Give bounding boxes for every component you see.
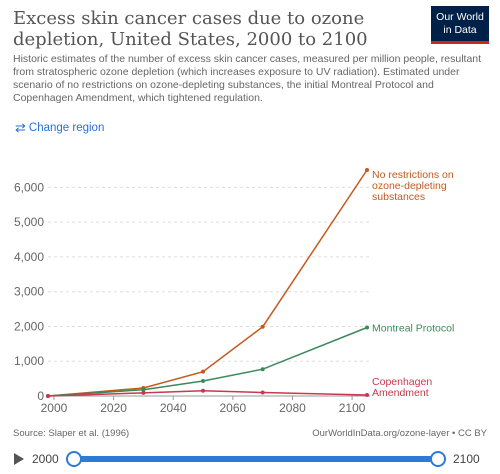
series-point [365, 325, 370, 330]
series-point [260, 324, 265, 329]
x-tick-label: 2020 [100, 401, 127, 415]
series-point [365, 168, 370, 172]
series-point [141, 390, 146, 395]
timeline-end-label: 2100 [453, 452, 480, 466]
series-point [46, 394, 50, 398]
logo-line-2: in Data [443, 24, 477, 36]
series-line [47, 169, 368, 397]
x-tick-label: 2000 [41, 401, 68, 415]
series-point [141, 387, 146, 392]
series-label: substances [372, 191, 425, 203]
series-label: No restrictions on [372, 169, 454, 181]
x-tick-label: 2080 [279, 401, 306, 415]
series-point [201, 379, 206, 384]
timeline-start-handle[interactable] [66, 451, 82, 467]
chart-subtitle: Historic estimates of the number of exce… [13, 53, 482, 104]
y-tick-label: 6,000 [14, 180, 44, 194]
timeline-slider[interactable]: 2000 2100 [0, 446, 500, 474]
y-tick-label: 1,000 [14, 354, 44, 368]
x-tick-label: 2040 [160, 401, 187, 415]
logo-line-1: Our World [436, 11, 484, 23]
y-tick-label: 4,000 [14, 250, 44, 264]
series-point [260, 390, 265, 395]
y-tick-label: 5,000 [14, 215, 44, 229]
x-tick-label: 2060 [220, 401, 247, 415]
timeline-start-label: 2000 [32, 452, 59, 466]
x-tick-label: 2100 [339, 401, 366, 415]
timeline-end-handle[interactable] [430, 451, 446, 467]
series-label: Amendment [372, 387, 429, 399]
source-note: Source: Slaper et al. (1996) [13, 428, 130, 439]
source-link[interactable]: OurWorldInData.org/ozone-layer • CC BY [312, 428, 487, 439]
line-chart: 0 1,000 2,000 3,000 4,000 5,000 6,000 2000 2020 2… [14, 168, 454, 415]
series-point [201, 369, 206, 374]
series-label: Copenhagen [372, 376, 432, 388]
series-point [365, 392, 370, 397]
owid-logo[interactable]: Our World in Data [431, 6, 489, 44]
series-line [47, 326, 368, 397]
timeline-track[interactable] [73, 456, 437, 462]
series-point [260, 367, 265, 372]
y-tick-label: 3,000 [14, 285, 44, 299]
chart-title: Excess skin cancer cases due to ozone de… [13, 8, 368, 50]
y-tick-label: 0 [37, 389, 44, 403]
series-label: Montreal Protocol [372, 323, 454, 335]
series-point [201, 388, 206, 393]
series-label: ozone-depleting [372, 180, 447, 192]
y-tick-label: 2,000 [14, 319, 44, 333]
swap-arrows-icon: ⇄ [15, 120, 26, 135]
play-icon[interactable] [14, 453, 24, 465]
change-region-button[interactable]: ⇄ Change region [15, 121, 104, 134]
change-region-label: Change region [28, 121, 105, 134]
